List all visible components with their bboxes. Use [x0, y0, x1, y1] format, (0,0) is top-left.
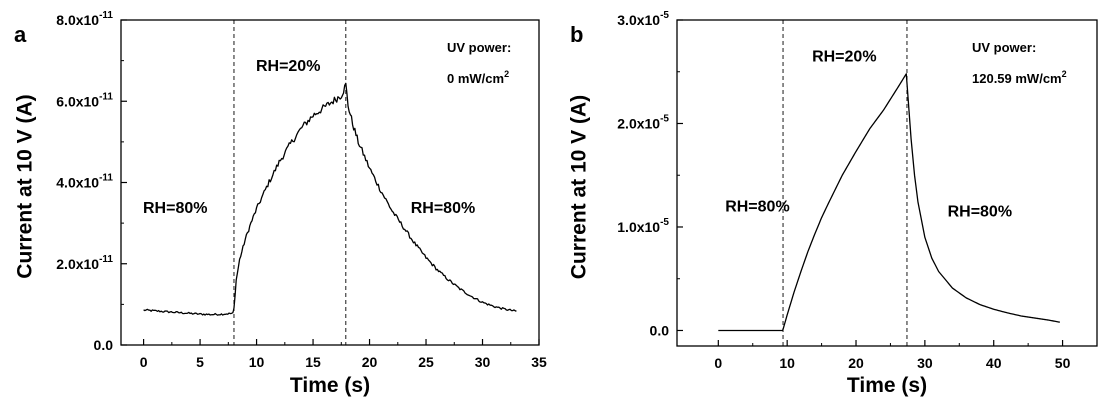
- plot-frame: [121, 20, 539, 345]
- x-tick-label: 30: [917, 355, 933, 371]
- uv-power-exponent: 2: [1062, 69, 1067, 79]
- y-tick-base: 0.0: [94, 337, 114, 353]
- y-axis-title: Current at 10 V (A): [14, 94, 37, 278]
- x-tick-label: 20: [848, 355, 864, 371]
- region-annotation: RH=80%: [143, 200, 207, 217]
- uv-power-value: 0 mW/cm2: [447, 69, 509, 86]
- y-tick-label: 1.0x10-5: [617, 217, 669, 235]
- x-tick-label: 35: [531, 354, 547, 370]
- region-annotation: RH=80%: [411, 200, 475, 217]
- y-tick-label: 0.0: [650, 322, 670, 338]
- uv-power-value: 120.59 mW/cm2: [972, 69, 1067, 86]
- y-tick-exponent: -11: [99, 173, 113, 184]
- y-tick-exponent: -5: [660, 217, 669, 228]
- y-tick-exponent: -11: [99, 254, 113, 265]
- y-tick-base: 0.0: [650, 322, 670, 338]
- x-tick-label: 0: [140, 354, 148, 370]
- y-tick-label: 3.0x10-5: [617, 10, 669, 28]
- uv-power-exponent: 2: [504, 69, 509, 79]
- y-tick-base: 4.0x10: [56, 175, 99, 191]
- x-axis-title: Time (s): [847, 374, 927, 397]
- uv-power-label: UV power:: [972, 40, 1036, 55]
- y-tick-base: 2.0x10: [617, 115, 660, 131]
- x-tick-label: 50: [1055, 355, 1071, 371]
- region-annotation: RH=20%: [812, 48, 876, 65]
- y-tick-exponent: -11: [99, 10, 113, 21]
- x-tick-label: 30: [475, 354, 491, 370]
- uv-power-number: 0 mW/cm: [447, 71, 504, 86]
- x-tick-label: 5: [196, 354, 204, 370]
- x-tick-label: 10: [779, 355, 795, 371]
- y-tick-base: 6.0x10: [56, 93, 99, 109]
- region-annotation: RH=80%: [948, 204, 1012, 221]
- y-tick-label: 2.0x10-11: [56, 254, 113, 272]
- uv-power-number: 120.59 mW/cm: [972, 71, 1062, 86]
- y-tick-base: 1.0x10: [617, 219, 660, 235]
- y-tick-label: 2.0x10-5: [617, 113, 669, 131]
- y-tick-base: 2.0x10: [56, 256, 99, 272]
- x-tick-label: 20: [362, 354, 378, 370]
- x-tick-label: 10: [249, 354, 265, 370]
- y-tick-label: 0.0: [94, 337, 114, 353]
- y-tick-label: 6.0x10-11: [56, 91, 113, 109]
- y-tick-label: 4.0x10-11: [56, 173, 113, 191]
- y-tick-base: 3.0x10: [617, 12, 660, 28]
- panel-letter: a: [14, 22, 27, 47]
- y-tick-exponent: -5: [660, 10, 669, 21]
- y-tick-exponent: -5: [660, 113, 669, 124]
- x-axis-title: Time (s): [290, 374, 370, 397]
- y-tick-exponent: -11: [99, 91, 113, 102]
- x-tick-label: 15: [305, 354, 321, 370]
- y-tick-base: 8.0x10: [56, 12, 99, 28]
- x-tick-label: 40: [986, 355, 1002, 371]
- y-tick-label: 8.0x10-11: [56, 10, 113, 28]
- x-tick-label: 0: [714, 355, 722, 371]
- panel-letter: b: [570, 22, 583, 47]
- region-annotation: RH=80%: [725, 198, 789, 215]
- uv-power-label: UV power:: [447, 40, 511, 55]
- y-axis-title: Current at 10 V (A): [568, 95, 591, 279]
- plot-frame: [677, 20, 1097, 346]
- x-tick-label: 25: [418, 354, 434, 370]
- region-annotation: RH=20%: [256, 58, 320, 75]
